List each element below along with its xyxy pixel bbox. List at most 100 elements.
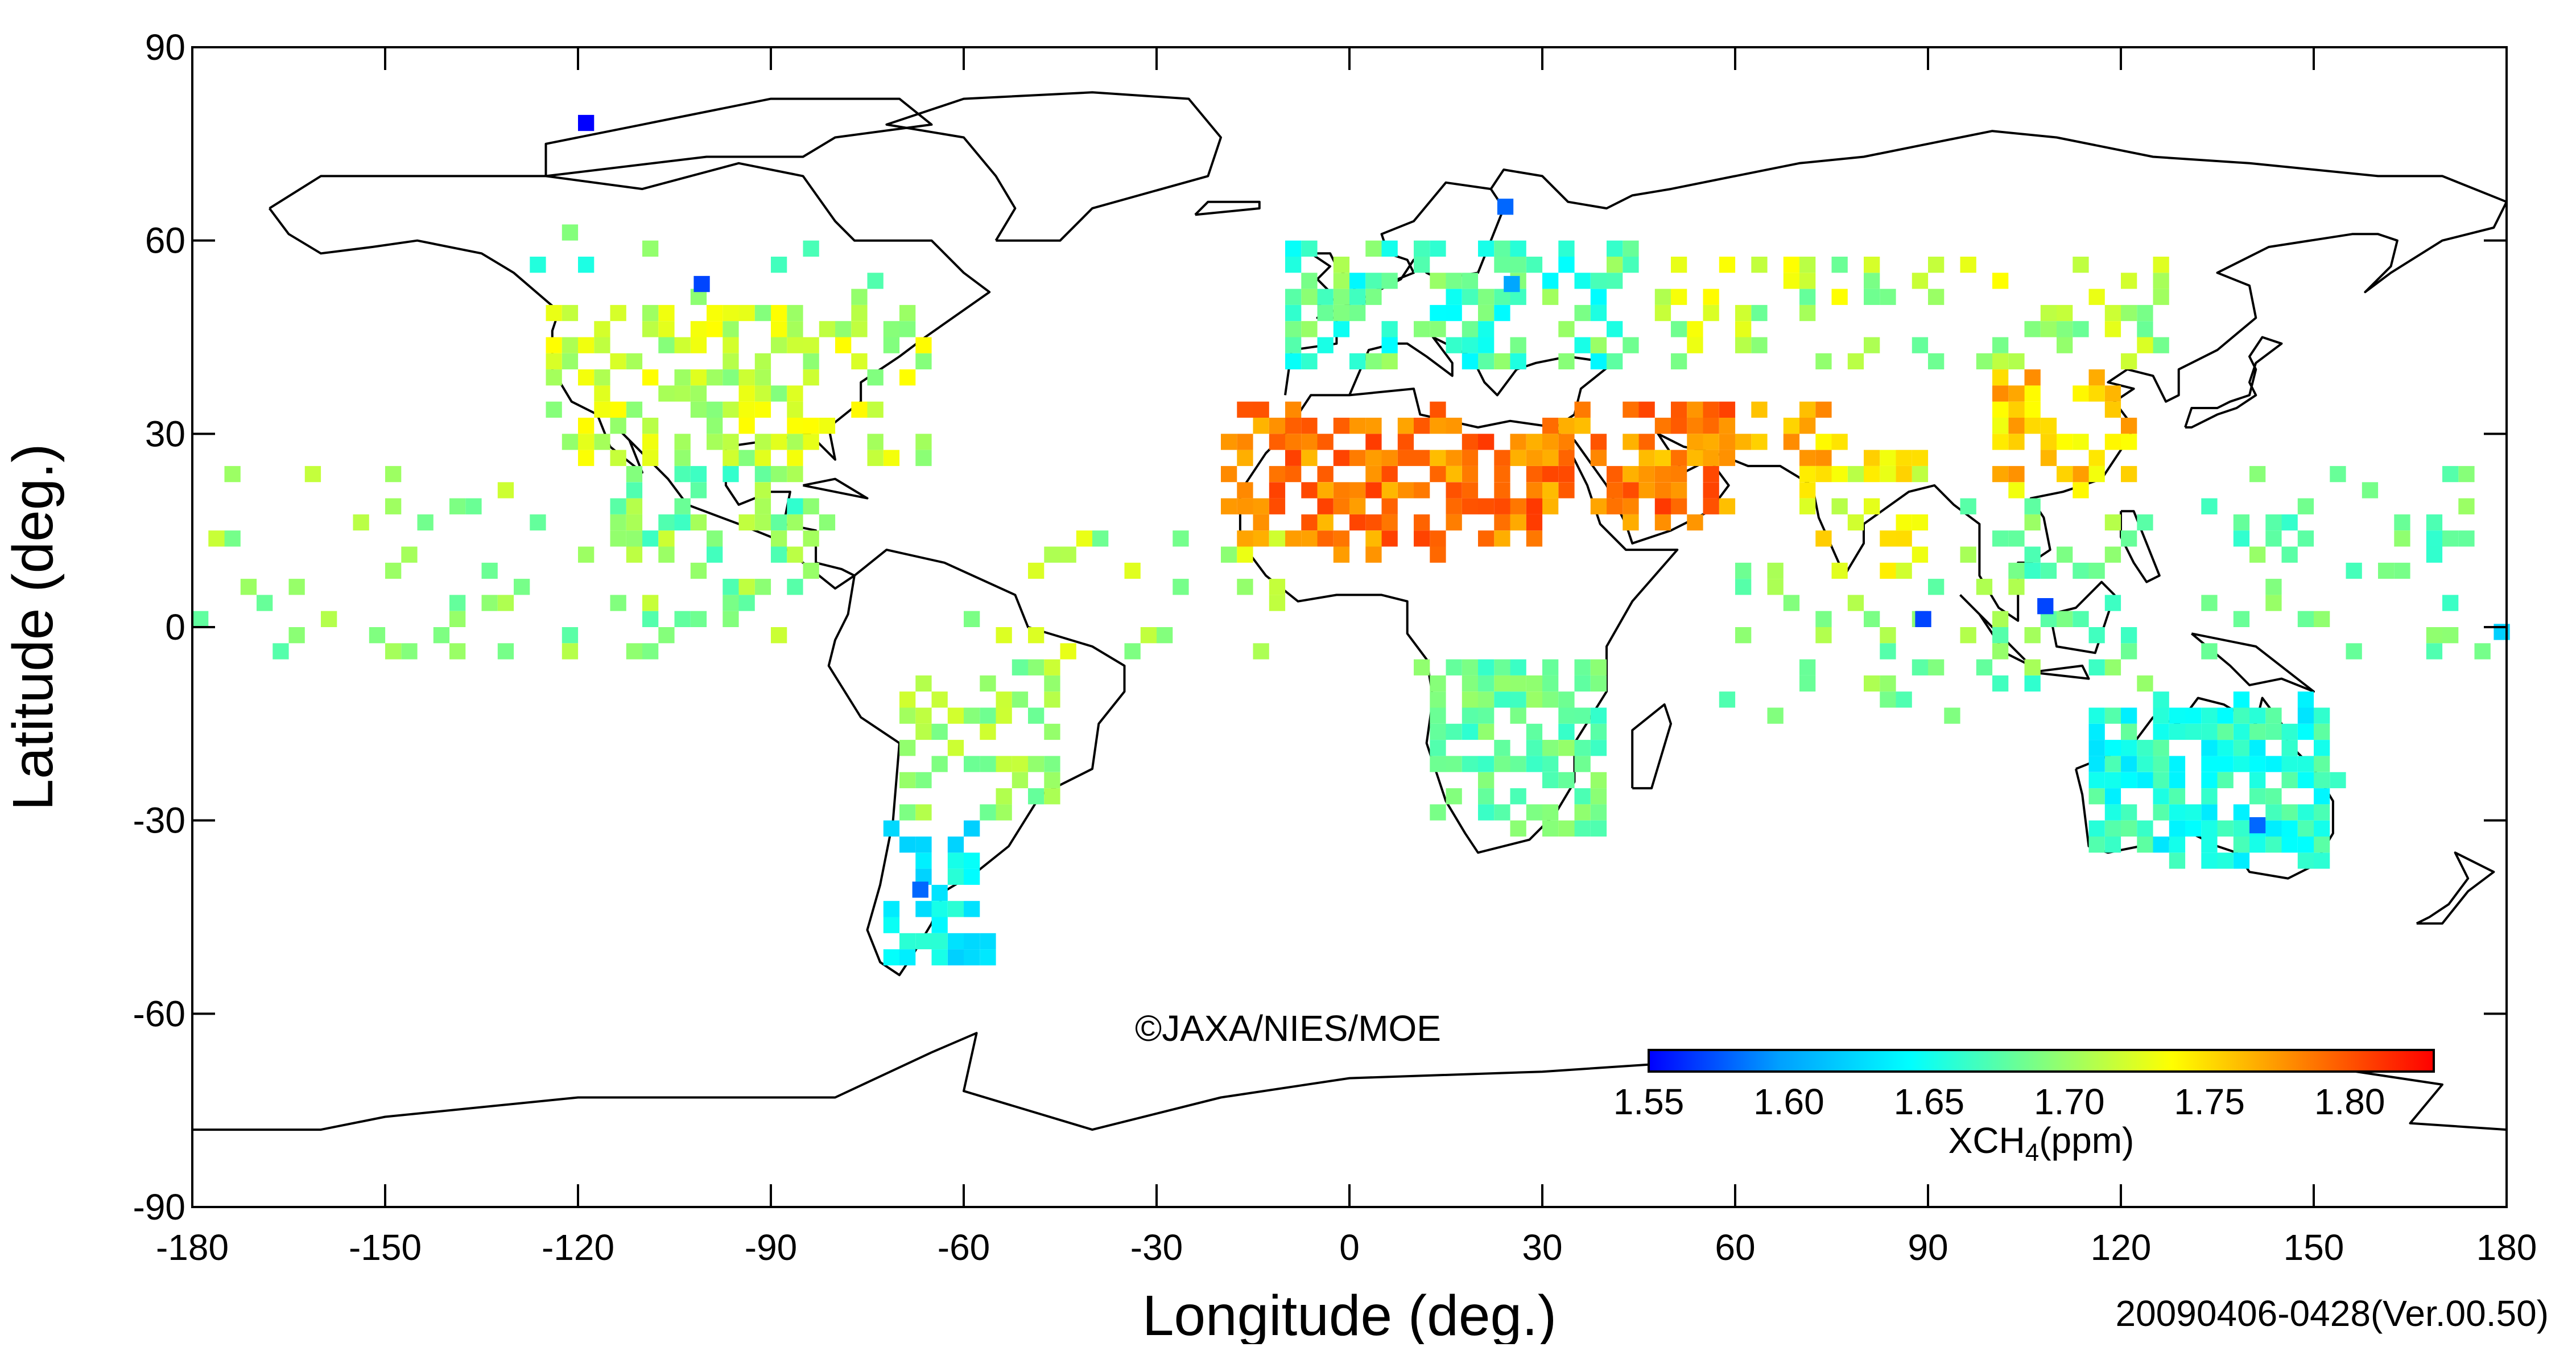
xch4-cell [1815,401,1832,418]
xch4-cell [2346,562,2362,579]
xch4-cell [1446,466,1462,483]
xch4-cell [1478,804,1495,821]
xch4-cell [1880,643,1896,660]
xch4-cell [2121,804,2137,821]
xch4-cell [1124,643,1141,660]
xch4-cell [1703,418,1719,434]
xch4-cell [1799,675,1816,692]
xch4-cell [931,723,948,740]
xch4-cell [1671,482,1687,499]
xch4-cell [2057,434,2073,450]
x-tick-label: 90 [1908,1227,1948,1268]
xch4-cell [1831,434,1848,450]
xch4-cell [771,434,787,450]
xch4-cell [1317,514,1334,531]
xch4-cell [1301,514,1318,531]
xch4-cell [803,530,819,547]
xch4-cell [1478,240,1495,257]
xch4-cell [2137,837,2153,853]
xch4-cell [578,450,595,466]
xch4-cell [1687,321,1703,337]
xch4-data-cells [192,114,2510,966]
xch4-cell [2104,659,2121,675]
xch4-cell [1414,482,1430,499]
xch4-cell [2104,804,2121,821]
xch4-cell [1462,337,1479,353]
xch4-cell [723,369,739,386]
y-tick-label: 0 [165,607,185,648]
xch4-cell [1783,434,1800,450]
xch4-cell [1831,466,1848,483]
xch4-cell [2281,723,2298,740]
xch4-cell [1671,401,1687,418]
xch4-cell [546,304,562,322]
xch4-cell [2040,304,2057,322]
xch4-cell [2233,514,2250,531]
xch4-cell [1044,788,1060,805]
xch4-cell [2153,691,2169,708]
xch4-cell [1349,289,1366,305]
xch4-cell [2201,707,2218,724]
xch4-cell [1542,772,1559,789]
xch4-cell [578,546,595,563]
x-tick-label: -90 [745,1227,798,1268]
xch4-cell [1526,466,1543,483]
xch4-cell [658,546,675,563]
xch4-cell [1607,321,1623,337]
xch4-cell [1607,273,1623,289]
xch4-cell [1510,691,1526,708]
xch4-cell [1687,514,1703,531]
xch4-cell [851,353,868,370]
xch4-cell [1494,514,1510,531]
xch4-cell [1012,772,1029,789]
xch4-cell [2121,723,2137,740]
xch4-cell [1526,804,1543,821]
xch4-cell [1397,482,1414,499]
x-tick-label: -120 [542,1227,614,1268]
xch4-cell [1269,482,1286,499]
xch4-cell [449,498,466,514]
xch4-cell [1301,289,1318,305]
xch4-cell [1799,257,1816,273]
xch4-cell [1526,756,1543,772]
xch4-cell [707,530,723,547]
xch4-cell [1333,321,1350,337]
xch4-cell [1751,337,1768,353]
xch4-cell [2104,321,2121,337]
xch4-cell [1414,514,1430,531]
xch4-cell [642,450,659,466]
xch4-cell [1815,434,1832,450]
xch4-cell [1397,418,1414,434]
xch4-cell [1558,257,1575,273]
xch4-cell [1365,466,1382,483]
xch4-cell [2314,788,2330,805]
xch4-cell [2008,353,2025,370]
xch4-cell [1301,273,1318,289]
xch4-cell [642,434,659,450]
xch4-cell [2265,514,2282,531]
xch4-cell [2233,837,2250,853]
xch4-cell [771,514,787,531]
xch4-cell [1414,450,1430,466]
xch4-cell [2426,546,2443,563]
xch4-cell [1446,289,1462,305]
xch4-cell [2008,530,2025,547]
xch4-cell [2314,772,2330,789]
xch4-cell [1253,643,1269,660]
xch4-cell [1703,466,1719,483]
xch4-cell [1607,257,1623,273]
xch4-cell [883,917,900,933]
xch4-cell [2088,723,2105,740]
xch4-cell [1414,321,1430,337]
xch4-cell [546,353,562,370]
xch4-cell [2169,788,2186,805]
xch4-cell [1414,257,1430,273]
xch4-cell [1574,756,1591,772]
xch4-cell [2314,820,2330,837]
xch4-cell [1654,466,1671,483]
xch4-cell [2201,788,2218,805]
xch4-cell [2281,546,2298,563]
xch4-cell [883,949,900,966]
xch4-cell [2297,611,2314,627]
